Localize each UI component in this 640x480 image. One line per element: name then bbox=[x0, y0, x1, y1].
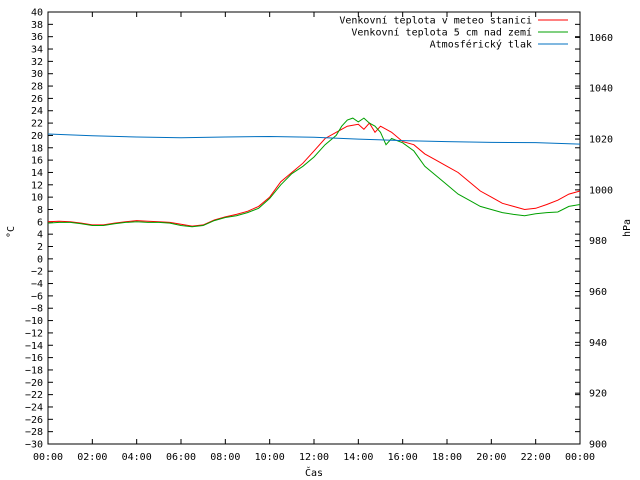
y-tick-label: 0 bbox=[37, 254, 43, 265]
y2-tick-label: 1060 bbox=[589, 33, 613, 44]
y-tick-label: 22 bbox=[31, 119, 43, 130]
y-tick-label: 20 bbox=[31, 131, 43, 142]
x-tick-label: 18:00 bbox=[432, 452, 462, 463]
y-tick-label: 2 bbox=[37, 242, 43, 253]
series-line-3 bbox=[47, 133, 581, 145]
x-tick-label: 16:00 bbox=[388, 452, 418, 463]
y-tick-label: 12 bbox=[31, 180, 43, 191]
y-tick-label: 16 bbox=[31, 156, 43, 167]
y-tick-label: 36 bbox=[31, 32, 43, 43]
y-tick-label: −26 bbox=[25, 415, 43, 426]
y-tick-label: 28 bbox=[31, 82, 43, 93]
y-tick-label: 24 bbox=[31, 106, 43, 117]
y2-tick-label: 1040 bbox=[589, 84, 613, 95]
y-tick-label: 38 bbox=[31, 20, 43, 31]
y2-tick-label: 900 bbox=[589, 440, 607, 451]
y-tick-label: −14 bbox=[25, 341, 43, 352]
y-tick-label: −4 bbox=[31, 279, 43, 290]
y-tick-label: 10 bbox=[31, 193, 43, 204]
y-tick-label: 40 bbox=[31, 8, 43, 19]
y-tick-label: −6 bbox=[31, 291, 43, 302]
y-tick-label: 32 bbox=[31, 57, 43, 68]
x-tick-label: 10:00 bbox=[255, 452, 285, 463]
y-tick-label: 34 bbox=[31, 45, 43, 56]
y-tick-label: 26 bbox=[31, 94, 43, 105]
y-tick-label: 14 bbox=[31, 168, 43, 179]
y-tick-label: −28 bbox=[25, 427, 43, 438]
y2-axis-title: hPa bbox=[622, 219, 633, 237]
y-tick-label: −30 bbox=[25, 440, 43, 451]
y-tick-label: −8 bbox=[31, 304, 43, 315]
x-tick-label: 02:00 bbox=[77, 452, 107, 463]
y2-tick-label: 1000 bbox=[589, 185, 613, 196]
y-tick-label: 18 bbox=[31, 143, 43, 154]
y2-tick-label: 980 bbox=[589, 236, 607, 247]
x-axis-title: Čas bbox=[305, 466, 323, 479]
y-tick-label: −16 bbox=[25, 353, 43, 364]
y-tick-label: 30 bbox=[31, 69, 43, 80]
y2-tick-label: 1020 bbox=[589, 135, 613, 146]
y2-tick-label: 960 bbox=[589, 287, 607, 298]
legend-label-2: Venkovní teplota 5 cm nad zemí bbox=[351, 27, 532, 39]
y-tick-label: −10 bbox=[25, 316, 43, 327]
x-tick-label: 08:00 bbox=[210, 452, 240, 463]
legend-label-3: Atmosférický tlak bbox=[430, 39, 532, 51]
x-tick-label: 00:00 bbox=[33, 452, 63, 463]
x-tick-label: 06:00 bbox=[166, 452, 196, 463]
x-tick-label: 12:00 bbox=[299, 452, 329, 463]
series-line-1 bbox=[47, 122, 581, 227]
x-tick-label: 14:00 bbox=[343, 452, 373, 463]
y-tick-label: −2 bbox=[31, 267, 43, 278]
y-tick-label: 6 bbox=[37, 217, 43, 228]
y-tick-label: 8 bbox=[37, 205, 43, 216]
y2-tick-label: 920 bbox=[589, 389, 607, 400]
legend-label-1: Venkovní teplota v meteo stanici bbox=[339, 15, 532, 27]
y-tick-label: −22 bbox=[25, 390, 43, 401]
y-tick-label: −20 bbox=[25, 378, 43, 389]
x-tick-label: 00:00 bbox=[565, 452, 595, 463]
y-tick-label: −12 bbox=[25, 328, 43, 339]
y2-tick-label: 940 bbox=[589, 338, 607, 349]
x-tick-label: 04:00 bbox=[122, 452, 152, 463]
x-tick-label: 22:00 bbox=[521, 452, 551, 463]
x-tick-label: 20:00 bbox=[476, 452, 506, 463]
series-line-2 bbox=[47, 117, 581, 228]
y-tick-label: −24 bbox=[25, 402, 43, 413]
y-tick-label: −18 bbox=[25, 365, 43, 376]
plot-frame bbox=[47, 11, 581, 445]
y-axis-title: °C bbox=[6, 226, 17, 238]
y-tick-label: 4 bbox=[37, 230, 43, 241]
